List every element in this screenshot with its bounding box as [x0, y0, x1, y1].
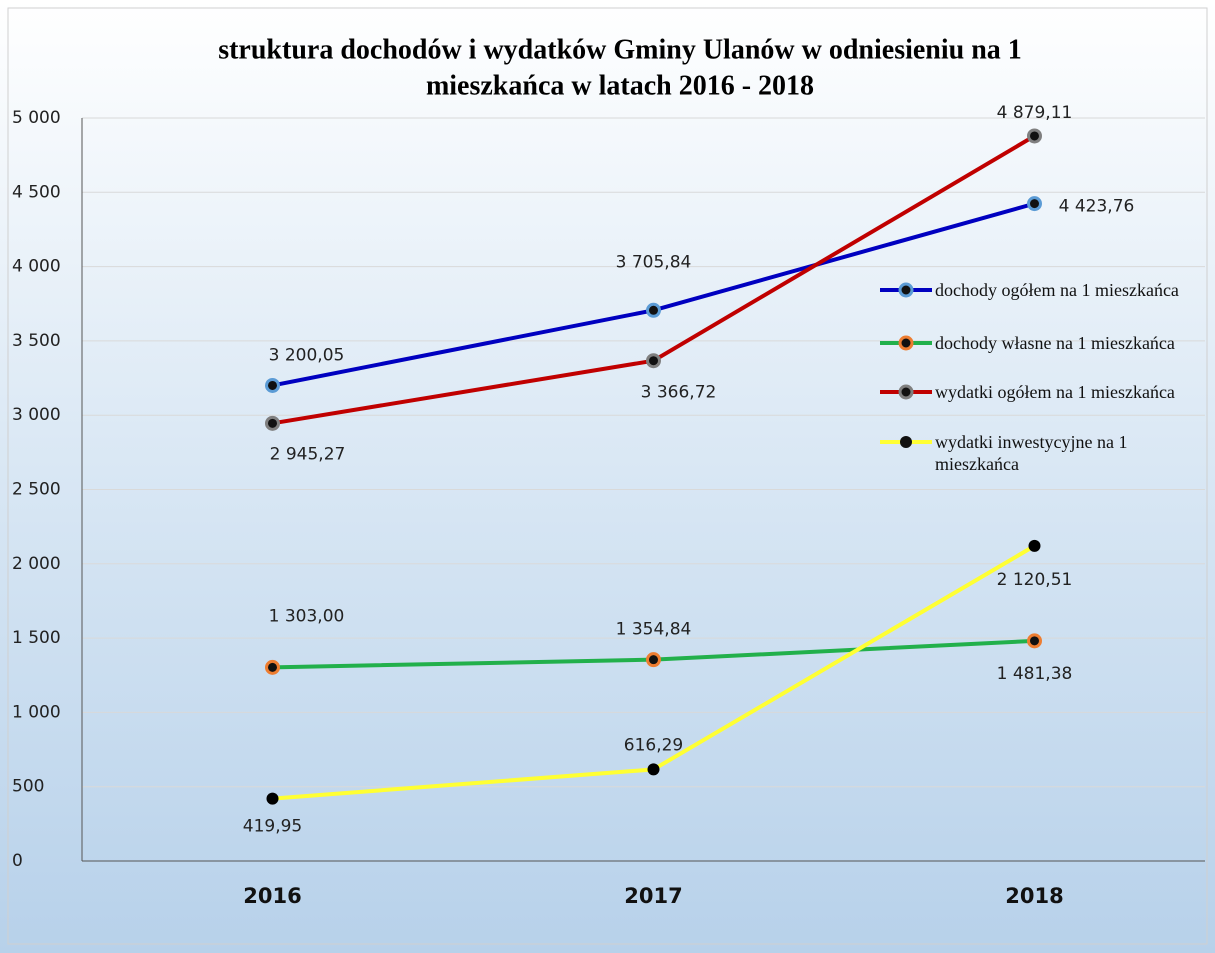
y-tick-label: 3 500 [12, 331, 61, 351]
legend-marker [898, 335, 914, 351]
data-label: 2 120,51 [997, 570, 1073, 590]
series-line [272, 134, 1036, 426]
y-tick-label: 3 000 [12, 405, 61, 425]
series-line [272, 544, 1036, 801]
data-label: 3 705,84 [616, 252, 692, 272]
data-point [265, 659, 280, 675]
data-point [266, 792, 279, 805]
data-label: 616,29 [624, 735, 683, 755]
legend-marker [900, 436, 912, 448]
y-tick-label: 500 [12, 777, 44, 797]
data-label: 419,95 [243, 817, 302, 837]
y-tick-label: 4 000 [12, 257, 61, 277]
data-point [265, 377, 280, 393]
data-label: 3 200,05 [269, 345, 345, 365]
legend-marker [898, 384, 914, 400]
data-point [646, 353, 661, 369]
x-tick-label: 2018 [1005, 884, 1063, 908]
x-tick-label: 2017 [624, 884, 682, 908]
chart-title: struktura dochodów i wydatków Gminy Ulan… [218, 34, 1022, 65]
legend-label: dochody własne na 1 mieszkańca [935, 333, 1175, 353]
y-tick-label: 2 500 [12, 480, 61, 500]
data-point [646, 652, 661, 668]
chart-title: mieszkańca w latach 2016 - 2018 [426, 70, 814, 101]
y-tick-label: 4 500 [12, 182, 61, 202]
data-label: 3 366,72 [641, 383, 717, 403]
legend-label: wydatki ogółem na 1 mieszkańca [935, 382, 1175, 402]
data-label: 4 423,76 [1059, 197, 1135, 217]
data-label: 1 303,00 [269, 606, 345, 626]
chart-border [7, 7, 1208, 945]
data-label: 1 481,38 [997, 664, 1073, 684]
y-tick-label: 5 000 [12, 108, 61, 128]
legend-label: wydatki inwestycyjne na 1 mieszkańca [935, 432, 1128, 474]
data-point [646, 302, 661, 318]
y-tick-label: 1 500 [12, 628, 61, 648]
data-point [1027, 196, 1042, 212]
data-point [1027, 128, 1042, 144]
data-label: 2 945,27 [270, 444, 346, 464]
data-point [1027, 633, 1042, 649]
data-point [265, 415, 280, 431]
legend-label: dochody ogółem na 1 mieszkańca [935, 280, 1179, 300]
data-label: 1 354,84 [616, 620, 692, 640]
y-tick-label: 1 000 [12, 702, 61, 722]
data-point [1028, 539, 1041, 552]
y-tick-label: 2 000 [12, 554, 61, 574]
legend-marker [898, 282, 914, 298]
data-point [647, 763, 660, 776]
y-tick-label: 0 [12, 851, 23, 871]
x-tick-label: 2016 [243, 884, 301, 908]
data-label: 4 879,11 [997, 103, 1073, 123]
